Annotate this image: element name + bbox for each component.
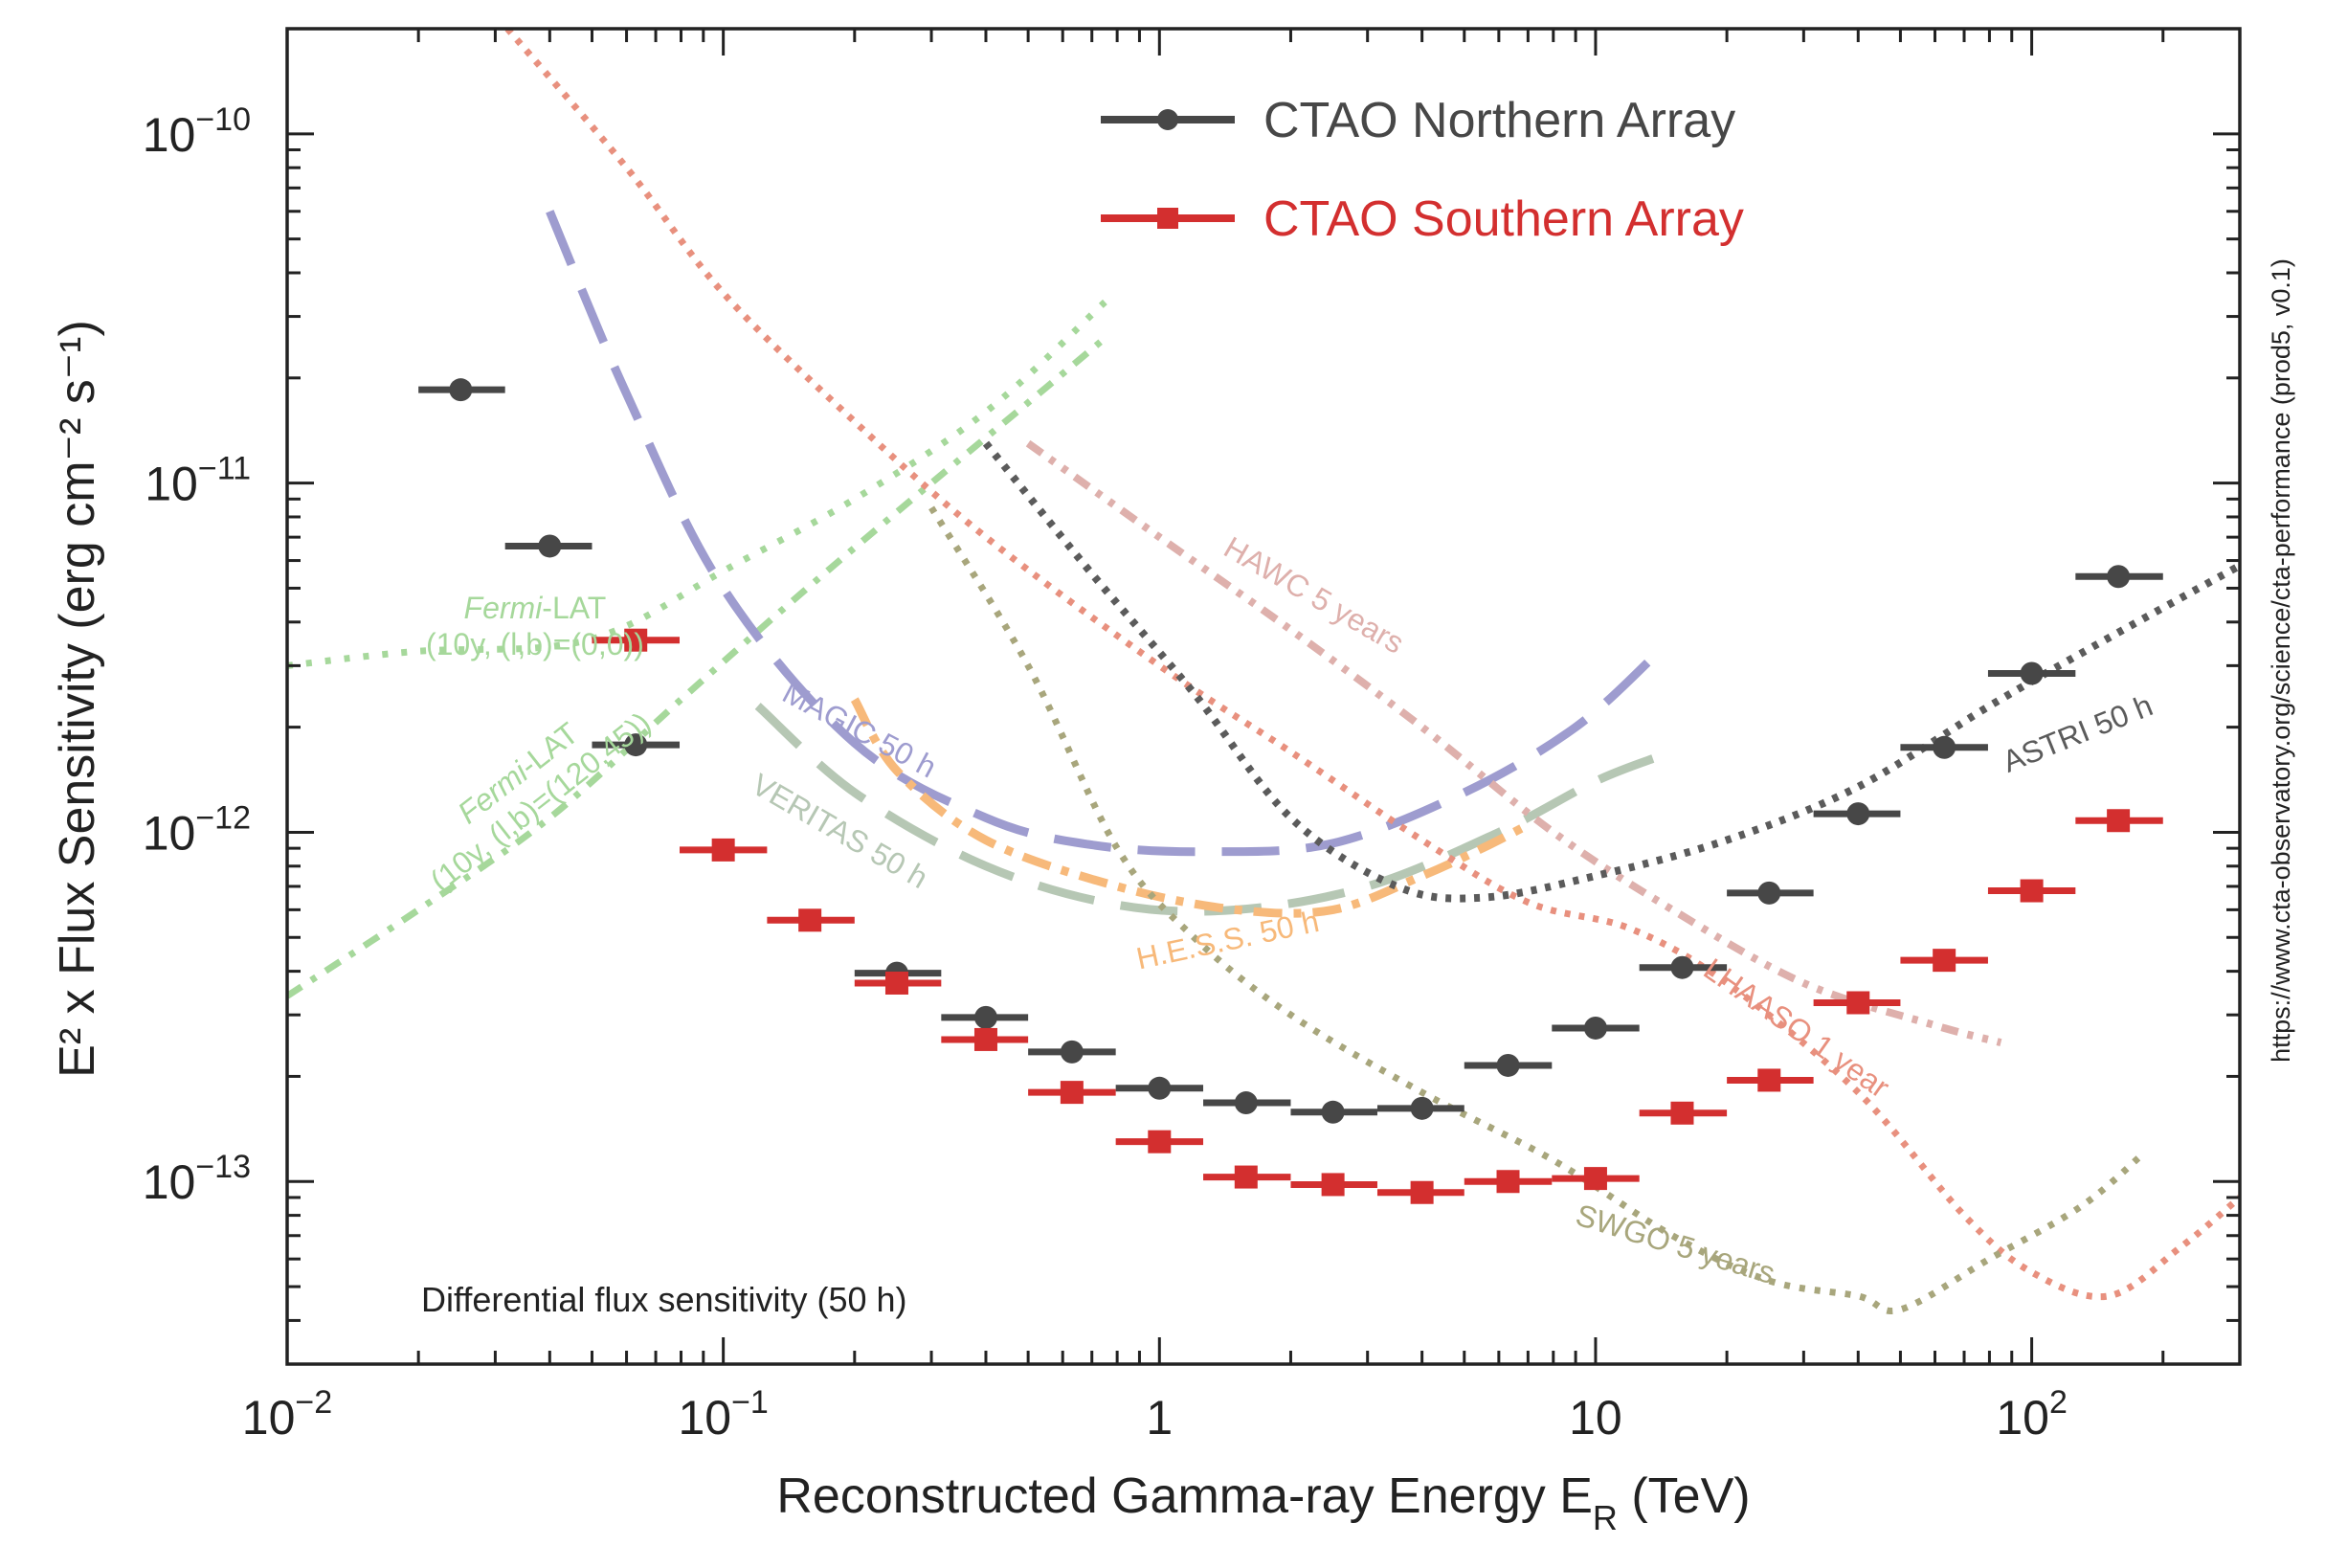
legend-north-label: CTAO Northern Array — [1263, 93, 1735, 148]
y-tick-label: 10−11 — [145, 451, 251, 511]
x-tick-label: 10 — [1569, 1391, 1622, 1445]
north-point — [1670, 955, 1694, 979]
x-tick-label: 10−2 — [242, 1384, 332, 1445]
astri-curve — [982, 440, 2240, 903]
north-point — [1148, 1076, 1172, 1100]
magic-curve — [546, 210, 1663, 857]
north-point — [624, 733, 648, 757]
legend-south-label: CTAO Southern Array — [1263, 191, 1744, 247]
y-tick-label: 10−13 — [143, 1149, 251, 1209]
plot-area — [287, 29, 2240, 1364]
lhaaso-curve — [504, 29, 2240, 1301]
north-point — [1321, 1100, 1345, 1124]
legend-entry-north: CTAO Northern Array — [1101, 93, 1735, 148]
north-point — [1496, 1053, 1520, 1077]
plot-frame — [285, 27, 2242, 1366]
y-axis-label: E² x Flux Sensitivity (erg cm⁻² s⁻¹) — [50, 320, 105, 1078]
chart-annotation: Differential flux sensitivity (50 h) — [421, 1280, 907, 1319]
south-point — [1148, 1130, 1172, 1154]
north-point — [538, 534, 562, 558]
swgo-curve — [928, 505, 2146, 1314]
north-point — [2020, 661, 2044, 685]
south-point — [973, 1027, 997, 1051]
legend-north-marker — [1157, 109, 1178, 130]
fermi-lat-high-latitude-curve — [287, 335, 1107, 999]
south-point — [1496, 1170, 1520, 1194]
south-point — [1410, 1180, 1434, 1204]
legend-entry-south: CTAO Southern Array — [1101, 191, 1744, 247]
cta-series — [418, 378, 2163, 1204]
north-point — [449, 378, 473, 402]
south-point — [1757, 1068, 1781, 1092]
south-point — [1583, 1167, 1607, 1191]
north-point — [1234, 1091, 1258, 1115]
legend-south-marker — [1157, 208, 1178, 229]
north-point — [973, 1005, 997, 1029]
south-point — [1670, 1101, 1694, 1125]
north-point — [2107, 565, 2131, 589]
south-point — [1846, 991, 1870, 1015]
x-tick-label: 102 — [1996, 1384, 2068, 1445]
south-point — [1321, 1173, 1345, 1197]
south-point — [2020, 879, 2044, 903]
axis-ticks — [285, 27, 2242, 1366]
hess-curve — [850, 697, 1531, 918]
x-tick-label: 10−1 — [678, 1384, 768, 1445]
south-point — [1234, 1165, 1258, 1189]
north-point — [1583, 1016, 1607, 1040]
north-point — [1060, 1040, 1084, 1064]
x-tick-label: 1 — [1146, 1391, 1173, 1445]
north-point — [1846, 802, 1870, 826]
north-point — [1933, 735, 1956, 759]
fermi-lat-galactic-curve — [287, 299, 1107, 669]
north-point — [1410, 1096, 1434, 1120]
source-url-label: https://www.cta-observatory.org/science/… — [2267, 258, 2295, 1063]
y-tick-label: 10−12 — [143, 799, 251, 860]
south-point — [711, 838, 735, 862]
x-axis-label: Reconstructed Gamma-ray Energy ER (TeV) — [776, 1468, 1750, 1537]
south-point — [624, 628, 648, 652]
north-point — [1757, 881, 1781, 905]
fermi-lat-galactic-label: (10y, (l,b)=(0,0)) — [426, 627, 644, 661]
veritas-curve — [754, 703, 1662, 916]
legend: CTAO Northern Array CTAO Southern Array — [1101, 93, 1744, 247]
south-point — [798, 908, 822, 932]
south-point — [2107, 809, 2131, 833]
south-point — [1933, 949, 1956, 973]
y-tick-label: 10−10 — [143, 101, 251, 162]
fermi-lat-galactic-label: Fermi-LAT — [464, 591, 607, 625]
south-point — [884, 971, 908, 995]
south-point — [1060, 1081, 1084, 1105]
